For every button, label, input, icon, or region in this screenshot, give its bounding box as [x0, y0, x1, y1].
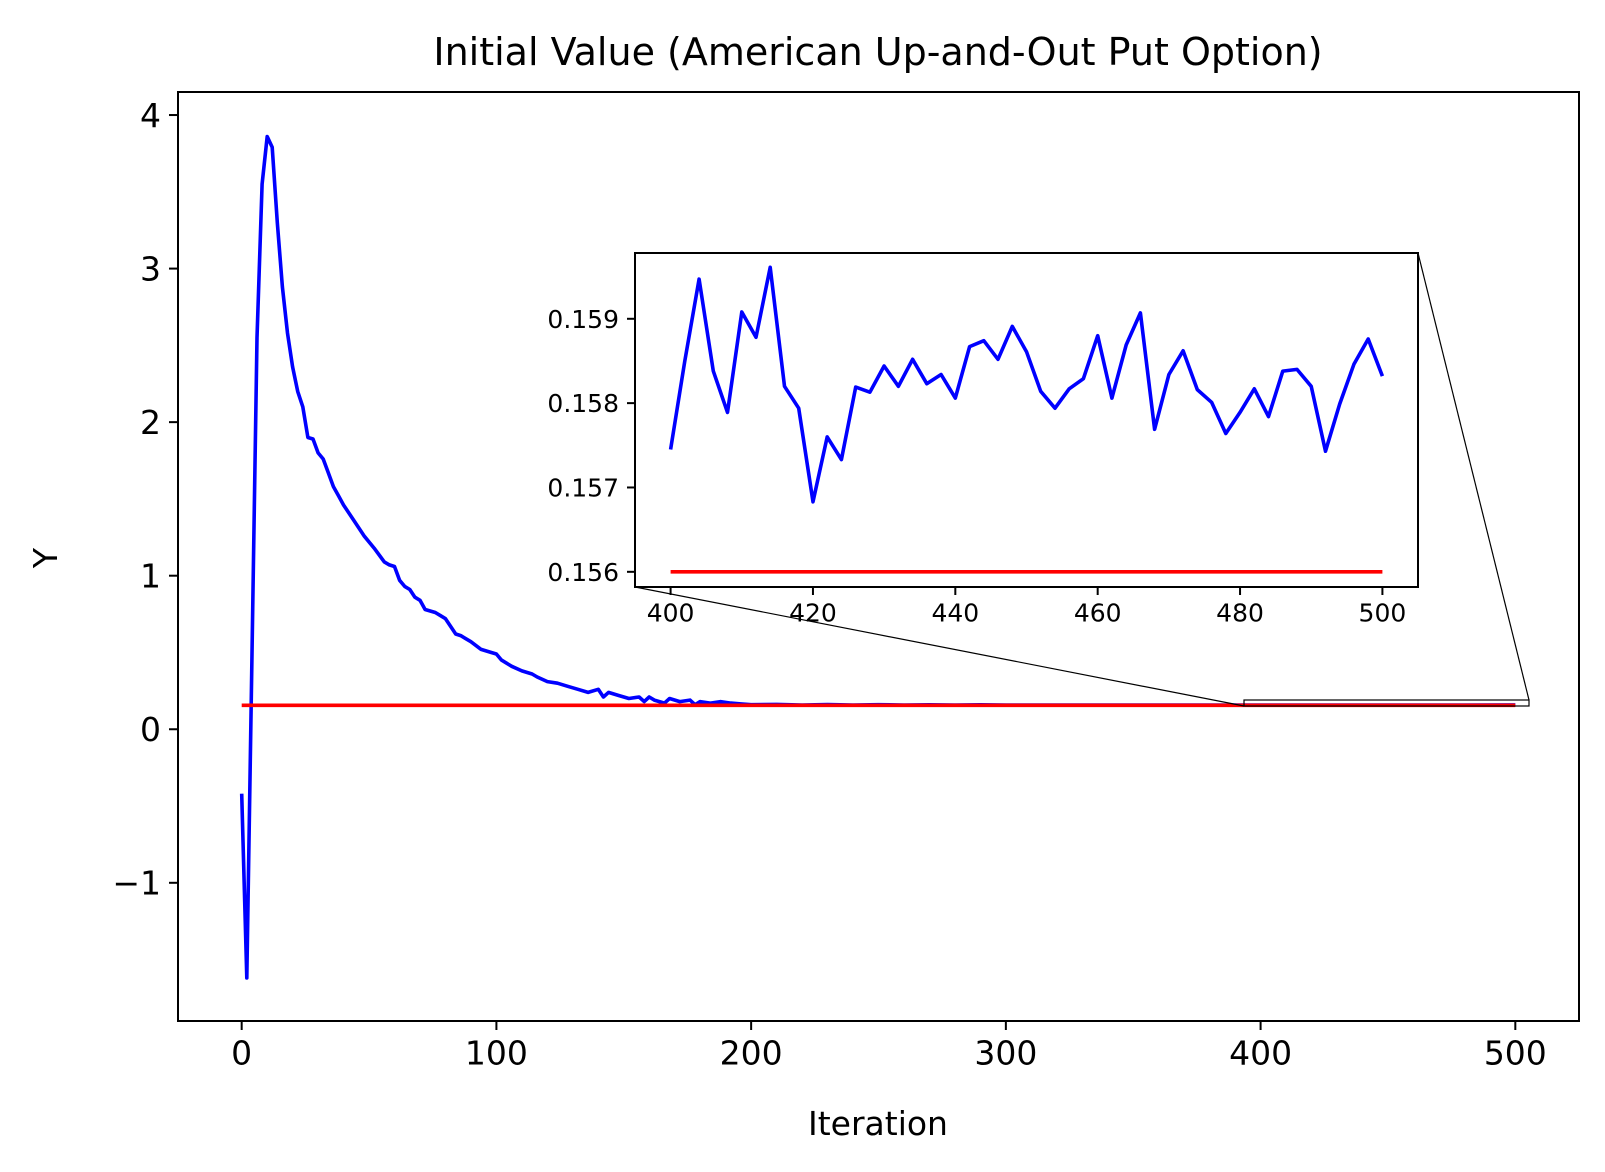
inset-plot-frame — [634, 252, 1419, 588]
inset-x-tick-label: 400 — [647, 598, 695, 627]
inset-y-axis: 0.156 0.157 0.158 0.159 — [547, 305, 635, 587]
zoom-connector-line-left — [634, 586, 1245, 707]
inset-x-tick-label: 500 — [1359, 598, 1407, 627]
inset-x-axis: 400 420 440 460 480 500 — [647, 587, 1407, 627]
main-y-tick-label: 0 — [140, 710, 161, 749]
inset-x-tick-label: 460 — [1074, 598, 1122, 627]
inset-x-tick-label: 480 — [1216, 598, 1264, 627]
x-axis-label: Iteration — [808, 1104, 948, 1143]
main-plot-lines — [239, 134, 1516, 980]
chart-title: Initial Value (American Up-and-Out Put O… — [433, 30, 1322, 74]
main-y-tick-label: 4 — [140, 96, 161, 135]
y-axis-label: Y — [26, 547, 65, 569]
zoom-region-box — [1243, 699, 1530, 707]
main-x-tick-label: 100 — [465, 1034, 528, 1073]
main-plot-frame — [177, 91, 1580, 1022]
inset-y-tick-label: 0.157 — [547, 473, 619, 502]
inset-y-tick-label: 0.156 — [547, 558, 619, 587]
inset-y-tick-label: 0.159 — [547, 305, 619, 334]
zoom-connector-line-right — [1417, 252, 1530, 701]
main-y-tick-label: 3 — [140, 249, 161, 288]
main-x-tick-label: 400 — [1229, 1034, 1292, 1073]
inset-series-line-0 — [668, 265, 1385, 504]
inset-plot-lines — [668, 265, 1385, 574]
inset-x-tick-label: 440 — [931, 598, 979, 627]
main-y-tick-label: 2 — [140, 403, 161, 442]
inset-x-tick-label: 420 — [789, 598, 837, 627]
main-y-tick-label: 1 — [140, 557, 161, 596]
main-x-tick-label: 500 — [1484, 1034, 1547, 1073]
main-x-tick-label: 300 — [974, 1034, 1037, 1073]
main-x-tick-label: 200 — [720, 1034, 783, 1073]
inset-y-tick-label: 0.158 — [547, 389, 619, 418]
main-y-tick-label: −1 — [112, 864, 161, 903]
inset-background — [635, 253, 1418, 587]
main-x-tick-label: 0 — [231, 1034, 252, 1073]
main-x-axis: 0 100 200 300 400 500 — [231, 1021, 1547, 1073]
main-y-axis: −1 0 1 2 3 4 — [112, 96, 178, 903]
